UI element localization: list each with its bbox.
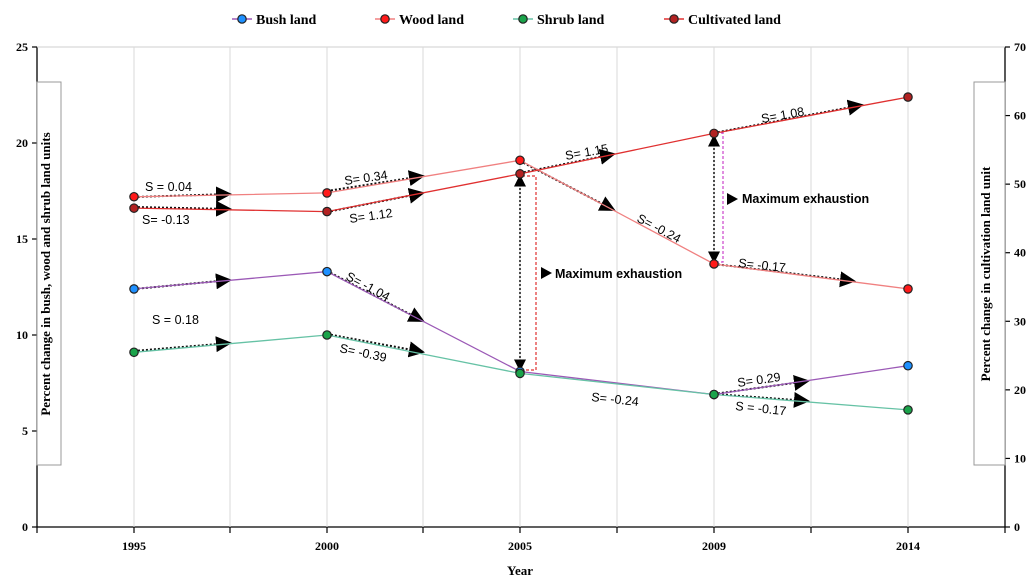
x-tick-label: 2009 <box>702 539 726 553</box>
slope-label: S= 1.12 <box>348 206 393 226</box>
data-point <box>709 389 719 400</box>
data-point <box>129 203 139 213</box>
data-point <box>709 128 719 139</box>
data-point <box>903 360 913 371</box>
legend-label: Bush land <box>256 13 317 28</box>
left-tick-label: 10 <box>16 328 28 342</box>
data-point <box>903 405 913 415</box>
slope-arrows <box>133 99 864 408</box>
data-point <box>515 155 525 166</box>
data-point <box>129 347 139 358</box>
right-tick-label: 30 <box>1014 314 1026 328</box>
data-point <box>322 206 332 217</box>
slope-label: S= 0.34 <box>343 168 388 188</box>
legend-marker <box>380 14 390 24</box>
data-point <box>322 330 332 340</box>
left-axis-title: Percent change in bush, wood and shrub l… <box>38 132 53 415</box>
legend-marker <box>669 14 679 24</box>
slope-label: S = 0.18 <box>152 313 199 327</box>
left-tick-label: 25 <box>16 40 28 54</box>
right-tick-label: 40 <box>1014 246 1026 260</box>
series-line <box>133 159 909 290</box>
left-axis-ticks: 0 5 10 15 20 25 <box>16 40 37 534</box>
data-point <box>515 169 525 179</box>
right-tick-label: 10 <box>1014 451 1026 465</box>
max-exhaustion-indicator-2: Maximum exhaustion <box>708 132 869 264</box>
data-point <box>709 259 719 269</box>
legend: Bush land Wood land Shrub land Cultivated l… <box>232 13 781 28</box>
slope-label: S= -0.17 <box>738 256 787 275</box>
x-tick-label: 2005 <box>508 539 532 553</box>
slope-label: S= -0.24 <box>635 211 684 246</box>
right-tick-label: 20 <box>1014 383 1026 397</box>
left-tick-label: 15 <box>16 232 28 246</box>
x-tick-label: 2000 <box>315 539 339 553</box>
data-point <box>515 368 525 379</box>
max-exhaustion-indicator-1: Maximum exhaustion <box>514 174 682 372</box>
x-tick-label: 2014 <box>896 539 920 553</box>
right-axis-title: Percent change in cultivation land unit <box>978 166 993 381</box>
x-axis-title: Year <box>507 563 533 578</box>
right-ylabel-box <box>973 81 1006 466</box>
legend-label: Wood land <box>399 13 464 28</box>
data-point <box>322 266 332 277</box>
data-point <box>322 188 332 198</box>
right-axis-ticks: 0 10 20 30 40 50 60 70 <box>1005 40 1026 534</box>
right-tick-label: 50 <box>1014 177 1026 191</box>
right-tick-label: 60 <box>1014 109 1026 123</box>
slope-label: S= -0.24 <box>591 390 640 409</box>
legend-marker <box>518 14 528 24</box>
right-tick-label: 0 <box>1014 520 1020 534</box>
left-tick-label: 20 <box>16 136 28 150</box>
slope-label: S= -1.04 <box>344 269 393 304</box>
data-point <box>129 191 139 202</box>
left-tick-label: 0 <box>22 520 28 534</box>
slope-label: S= 1.08 <box>760 105 805 126</box>
legend-marker <box>237 14 247 24</box>
data-point <box>903 92 913 102</box>
x-tick-label: 1995 <box>122 539 146 553</box>
slope-label: S= -0.13 <box>142 213 190 227</box>
slope-label: S= 0.29 <box>736 370 781 390</box>
slope-label: S= -0.39 <box>338 341 388 365</box>
series-layer <box>129 92 913 415</box>
x-axis-ticks: 1995 2000 2005 2009 2014 <box>36 527 1006 553</box>
legend-label: Cultivated land <box>688 13 781 28</box>
legend-label: Shrub land <box>537 13 605 28</box>
max-exhaustion-label-1: Maximum exhaustion <box>555 267 682 281</box>
left-ylabel-box <box>36 81 62 466</box>
right-tick-label: 70 <box>1014 40 1026 54</box>
slope-label: S = -0.17 <box>735 399 787 418</box>
slope-labels: S = 0.04 S= -0.13 S= 0.34 S= 1.12 S= 1.1… <box>142 105 805 419</box>
data-point <box>129 284 139 294</box>
max-exhaustion-label-2: Maximum exhaustion <box>742 192 869 206</box>
data-point <box>903 284 913 294</box>
slope-label: S = 0.04 <box>145 180 192 194</box>
left-tick-label: 5 <box>22 424 28 438</box>
